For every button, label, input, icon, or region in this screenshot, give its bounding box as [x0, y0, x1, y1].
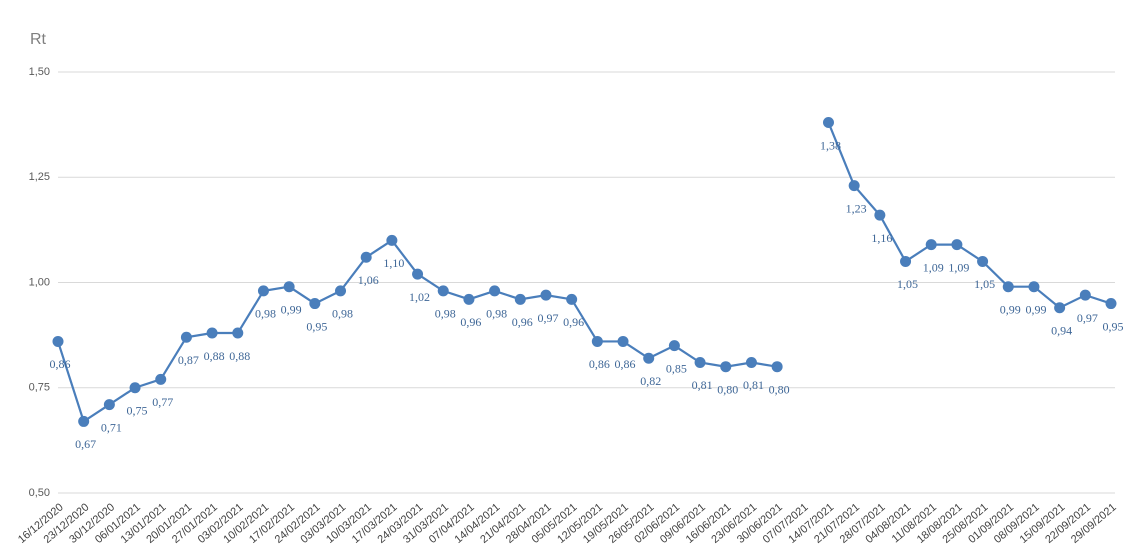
marker [103, 399, 115, 411]
value-label: 1,09 [923, 260, 944, 274]
marker [771, 361, 783, 373]
marker [977, 255, 989, 267]
value-label: 0,98 [332, 307, 353, 321]
marker [489, 285, 501, 297]
value-label: 0,81 [743, 378, 764, 392]
marker [360, 251, 372, 263]
marker [848, 180, 860, 192]
value-label: 0,71 [101, 420, 122, 434]
value-label: 0,80 [717, 382, 738, 396]
value-label: 1,09 [948, 260, 969, 274]
value-label: 0,96 [460, 315, 481, 329]
y-tick-label: 0,50 [29, 487, 50, 499]
marker [180, 331, 192, 343]
marker [566, 293, 578, 305]
marker [1054, 302, 1066, 314]
marker [514, 293, 526, 305]
value-label: 0,99 [1025, 302, 1046, 316]
y-tick-label: 1,25 [29, 171, 50, 183]
value-label: 0,99 [281, 302, 302, 316]
value-label: 1,16 [871, 231, 892, 245]
value-label: 1,05 [897, 277, 918, 291]
value-label: 1,10 [383, 256, 404, 270]
marker [1105, 298, 1117, 310]
value-label: 1,05 [974, 277, 995, 291]
value-label: 0,85 [666, 361, 687, 375]
marker [257, 285, 269, 297]
marker [52, 335, 64, 347]
value-label: 0,87 [178, 353, 199, 367]
value-label: 0,88 [229, 349, 250, 363]
marker [745, 356, 757, 368]
marker [206, 327, 218, 339]
marker [822, 117, 834, 129]
value-label: 0,86 [589, 357, 610, 371]
marker [386, 234, 398, 246]
marker [951, 239, 963, 251]
value-label: 0,99 [1000, 302, 1021, 316]
marker [412, 268, 424, 280]
marker [309, 298, 321, 310]
value-label: 0,98 [486, 307, 507, 321]
value-label: 0,95 [306, 319, 327, 333]
value-label: 0,97 [537, 311, 558, 325]
marker [155, 373, 167, 385]
marker [129, 382, 141, 394]
marker [694, 356, 706, 368]
marker [335, 285, 347, 297]
value-label: 1,06 [358, 273, 379, 287]
value-label: 0,86 [50, 357, 71, 371]
marker [617, 335, 629, 347]
value-label: 0,82 [640, 374, 661, 388]
marker [540, 289, 552, 301]
marker [720, 361, 732, 373]
value-label: 0,77 [152, 395, 173, 409]
line [827, 122, 1112, 310]
value-label: 1,23 [846, 201, 867, 215]
marker [874, 209, 886, 221]
value-label: 0,95 [1103, 319, 1124, 333]
value-label: 1,02 [409, 290, 430, 304]
marker [643, 352, 655, 364]
y-tick-label: 1,50 [29, 66, 50, 78]
marker [1079, 289, 1091, 301]
marker [437, 285, 449, 297]
marker [668, 340, 680, 352]
y-tick-label: 1,00 [29, 276, 50, 288]
value-label: 0,88 [204, 349, 225, 363]
value-label: 0,98 [255, 307, 276, 321]
marker [925, 239, 937, 251]
value-label: 0,80 [769, 382, 790, 396]
marker [232, 327, 244, 339]
marker [78, 415, 90, 427]
chart-title: Rt [30, 31, 47, 48]
value-label: 0,98 [435, 307, 456, 321]
marker [591, 335, 603, 347]
value-label: 0,86 [615, 357, 636, 371]
value-label: 0,81 [692, 378, 713, 392]
marker [463, 293, 475, 305]
value-label: 0,75 [127, 404, 148, 418]
y-tick-label: 0,75 [29, 382, 50, 394]
value-label: 0,96 [512, 315, 533, 329]
value-label: 0,67 [75, 437, 96, 451]
value-label: 1,38 [820, 138, 841, 152]
value-label: 0,97 [1077, 311, 1098, 325]
value-label: 0,96 [563, 315, 584, 329]
value-label: 0,94 [1051, 324, 1072, 338]
marker [900, 255, 912, 267]
marker [283, 281, 295, 293]
marker [1028, 281, 1040, 293]
marker [1002, 281, 1014, 293]
